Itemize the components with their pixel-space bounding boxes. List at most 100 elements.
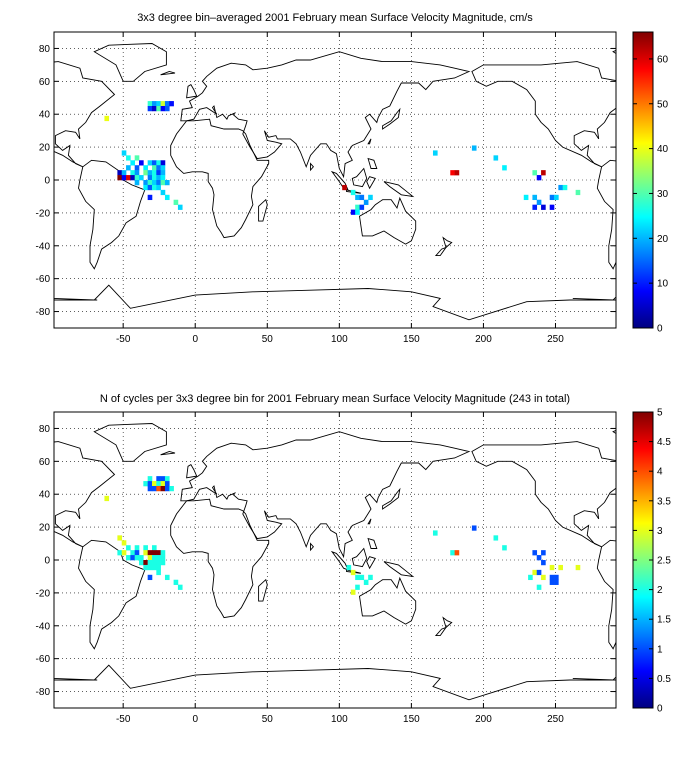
chart-2-bin <box>160 481 166 487</box>
chart-1-bin <box>156 180 161 186</box>
chart-1-coastlines <box>54 43 616 321</box>
chart-2-bin <box>130 550 135 556</box>
chart-2-bin <box>532 550 538 556</box>
chart-1-bin <box>147 160 153 166</box>
chart-1-bin <box>532 204 538 210</box>
chart-1-bin <box>134 165 140 171</box>
chart-2-coastline <box>310 542 315 552</box>
chart-2-bin <box>151 564 157 571</box>
chart-1-bin <box>130 170 135 176</box>
chart-2-coastline <box>78 539 146 650</box>
chart-1-bin <box>151 160 157 166</box>
chart-2-coastline <box>346 569 362 574</box>
chart-1-bin <box>134 180 140 186</box>
chart-1-bin <box>121 175 127 181</box>
chart-1-bin <box>450 170 455 176</box>
chart-2-bin <box>126 545 131 551</box>
chart-1-coastline <box>258 198 268 222</box>
chart-1-bin <box>143 180 148 186</box>
chart-2-bin <box>104 495 110 502</box>
chart-2-bin <box>432 530 438 536</box>
chart-2-colorbar-tick-label: 4 <box>657 467 663 478</box>
chart-1-bin <box>143 165 148 171</box>
chart-1-bin <box>147 194 153 201</box>
chart-1-colorbar-tick-label: 40 <box>657 144 669 155</box>
chart-1-coastline <box>434 246 448 257</box>
chart-1-bin <box>134 175 140 181</box>
chart-2-bin <box>541 574 546 581</box>
chart-2-bin <box>549 564 555 571</box>
chart-2-bin <box>117 550 123 556</box>
chart-2-bin <box>549 579 555 585</box>
chart-2-bin <box>143 545 148 551</box>
chart-2-coastline <box>434 626 448 637</box>
chart-1-y-tick-label: 20 <box>39 143 51 154</box>
chart-1-coastline <box>346 189 362 194</box>
chart-2-bin <box>160 550 166 556</box>
chart-2-bin <box>359 574 365 581</box>
chart-1-x-tick-label: 250 <box>547 334 564 345</box>
chart-2-bin <box>143 550 148 556</box>
chart-1-bin <box>151 170 157 176</box>
chart-1-bin <box>173 199 179 205</box>
chart-2-bin <box>350 569 356 576</box>
chart-2-y-tick-label: -80 <box>36 687 51 698</box>
chart-2-coastline <box>442 616 453 629</box>
chart-2-bin <box>454 550 460 556</box>
chart-1-colorbar-tick-label: 50 <box>657 99 669 110</box>
chart-1-y-tick-label: -80 <box>36 307 51 318</box>
chart-2-bin <box>164 486 170 492</box>
chart-2-coastline <box>258 578 268 602</box>
chart-2-colorbar-tick-label: 0.5 <box>657 674 671 685</box>
chart-2-bin <box>156 569 161 576</box>
chart-2-bins <box>104 476 581 595</box>
chart-2-coastline <box>679 452 693 455</box>
chart-1-bin <box>147 106 153 112</box>
chart-1-bin <box>156 101 161 107</box>
chart-2-bin <box>549 574 555 581</box>
chart-2-bin <box>147 555 153 561</box>
chart-2-bin <box>147 560 153 566</box>
chart-2-bin <box>536 584 542 590</box>
chart-2-bin <box>156 564 161 571</box>
chart-2-coastline <box>180 431 471 559</box>
chart-2-bin <box>541 560 546 566</box>
chart-2-coastline <box>367 537 378 549</box>
chart-1-bin <box>502 165 507 171</box>
chart-1-colorbar-tick-label: 10 <box>657 279 669 290</box>
chart-2-bin <box>160 555 166 561</box>
chart-2-bin <box>536 555 542 561</box>
chart-1-bin <box>121 170 127 176</box>
chart-2: -50 0 50 100 150 200 250-80-60-40-200204060800… <box>36 408 693 726</box>
chart-2-bin <box>355 584 360 590</box>
chart-2-bin <box>151 555 157 561</box>
chart-1-y-tick-label: 80 <box>39 44 51 55</box>
chart-2-bin <box>156 555 161 561</box>
chart-1-coastline <box>596 159 616 270</box>
chart-1-bin <box>355 194 360 201</box>
chart-1-bin <box>523 194 529 201</box>
chart-2-x-tick-label: 250 <box>547 714 564 725</box>
chart-2-bin <box>151 486 157 492</box>
chart-1-bin <box>160 165 166 171</box>
chart-2-y-tick-label: -40 <box>36 621 51 632</box>
chart-2-coastline <box>367 518 372 525</box>
chart-1-coastline <box>366 176 376 190</box>
chart-2-bin <box>134 545 140 551</box>
chart-2-x-tick-label: 200 <box>475 714 492 725</box>
chart-2-bin <box>355 574 360 581</box>
chart-1-bin <box>549 204 555 210</box>
chart-1-bin <box>151 180 157 186</box>
chart-1-bin <box>151 175 157 181</box>
chart-1-bin <box>147 180 153 186</box>
chart-1-colorbar-tick-label: 0 <box>657 324 663 335</box>
chart-1-bin <box>143 184 148 191</box>
chart-1-coastline <box>359 196 417 245</box>
chart-1-bin <box>549 194 555 201</box>
chart-2-colorbar-tick-label: 1 <box>657 644 663 655</box>
chart-2-bin <box>156 476 161 482</box>
chart-1-bin <box>134 155 140 161</box>
chart-1-bin <box>160 189 166 196</box>
chart-2-bin <box>575 564 581 571</box>
chart-1-bin <box>160 101 166 107</box>
